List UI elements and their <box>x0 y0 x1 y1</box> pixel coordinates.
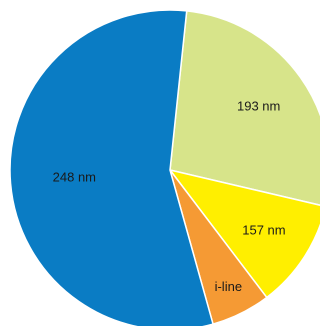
pie-slice-0 <box>169 10 320 206</box>
pie-slice-label-3: 248 nm <box>53 169 96 184</box>
pie-slice-label-1: 157 nm <box>242 222 285 237</box>
pie-slices <box>9 9 320 326</box>
pie-slice-label-2: i-line <box>215 279 242 294</box>
pie-labels: 193 nm 157 nm i-line 248 nm <box>53 98 286 294</box>
pie-slice-label-0: 193 nm <box>237 98 280 113</box>
pie-slice-1 <box>168 168 320 299</box>
